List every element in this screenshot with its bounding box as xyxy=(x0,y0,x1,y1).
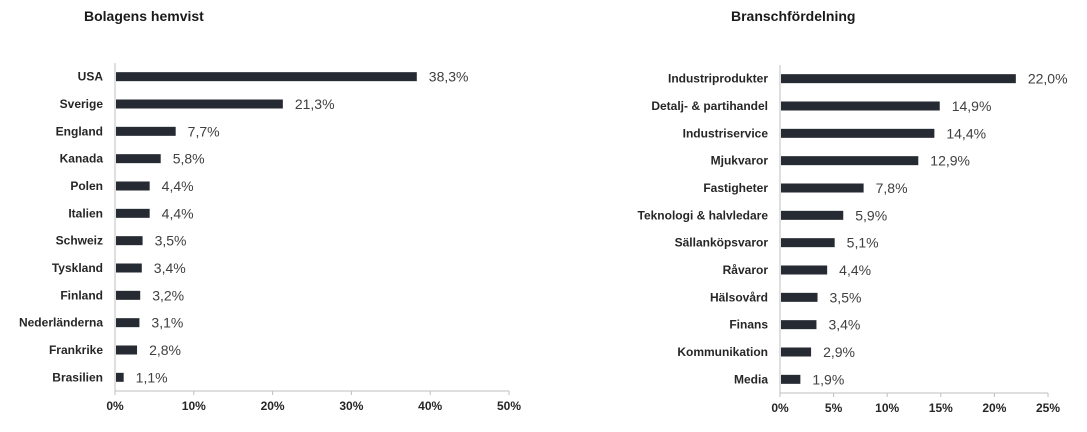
hemvist-bar xyxy=(116,181,150,191)
hemvist-value-label: 7,7% xyxy=(188,123,220,139)
hemvist-value-label: 2,8% xyxy=(149,342,181,358)
hemvist-bar xyxy=(116,208,150,218)
hemvist-category-label: Polen xyxy=(70,179,103,193)
hemvist-x-tick-label: 30% xyxy=(339,399,363,413)
hemvist-value-label: 1,1% xyxy=(136,369,168,385)
hemvist-category-label: Italien xyxy=(68,206,103,220)
hemvist-category-label: Brasilien xyxy=(52,370,103,384)
hemvist-bar xyxy=(116,126,176,136)
hemvist-value-label: 38,3% xyxy=(429,69,469,85)
hemvist-category-label: Frankrike xyxy=(49,343,103,357)
hemvist-x-tick-label: 50% xyxy=(497,399,521,413)
hemvist-value-label: 3,1% xyxy=(151,315,183,331)
hemvist-bar xyxy=(116,345,138,355)
hemvist-bar xyxy=(116,372,124,382)
hemvist-category-label: Finland xyxy=(60,288,103,302)
hemvist-bar xyxy=(116,290,141,300)
hemvist-category-label: Sverige xyxy=(60,97,104,111)
hemvist-x-tick-label: 0% xyxy=(106,399,124,413)
hemvist-x-tick-label: 40% xyxy=(418,399,442,413)
hemvist-category-label: Kanada xyxy=(60,152,104,166)
hemvist-category-label: Nederländerna xyxy=(19,316,103,330)
hemvist-value-label: 21,3% xyxy=(295,96,335,112)
hemvist-value-label: 5,8% xyxy=(173,151,205,167)
hemvist-category-label: Tyskland xyxy=(52,261,103,275)
hemvist-x-tick-label: 20% xyxy=(261,399,285,413)
hemvist-bar xyxy=(116,318,140,328)
chart-title-hemvist: Bolagens hemvist xyxy=(84,8,204,24)
hemvist-bar xyxy=(116,72,417,82)
hemvist-value-label: 3,2% xyxy=(152,287,184,303)
hemvist-category-label: England xyxy=(56,124,103,138)
hemvist-category-label: USA xyxy=(78,70,104,84)
hemvist-value-label: 3,5% xyxy=(155,233,187,249)
hemvist-value-label: 3,4% xyxy=(154,260,186,276)
hemvist-bar xyxy=(116,263,142,273)
hemvist-value-label: 4,4% xyxy=(162,178,194,194)
hemvist-x-tick-label: 10% xyxy=(182,399,206,413)
hemvist-value-label: 4,4% xyxy=(162,205,194,221)
chart-title-bransch: Branschfördelning xyxy=(731,8,856,24)
hemvist-bar xyxy=(116,236,143,246)
hemvist-bar xyxy=(116,154,161,164)
hemvist-category-label: Schweiz xyxy=(56,234,103,248)
hemvist-bar xyxy=(116,99,283,109)
